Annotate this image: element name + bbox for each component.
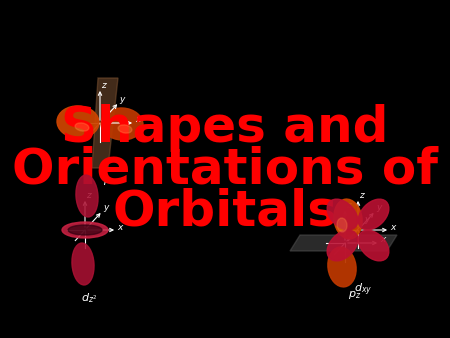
- Ellipse shape: [68, 225, 102, 235]
- Ellipse shape: [101, 108, 143, 140]
- Text: z: z: [359, 191, 364, 199]
- Ellipse shape: [57, 106, 99, 138]
- Ellipse shape: [75, 123, 89, 131]
- Text: Orientations of: Orientations of: [12, 146, 438, 194]
- Ellipse shape: [72, 243, 94, 285]
- Text: x: x: [380, 236, 386, 244]
- Text: $p_x$: $p_x$: [103, 175, 117, 187]
- Text: y: y: [120, 95, 125, 103]
- Ellipse shape: [76, 175, 98, 217]
- Text: $p_z$: $p_z$: [348, 289, 362, 301]
- Polygon shape: [92, 78, 118, 168]
- Ellipse shape: [327, 230, 358, 261]
- Text: y: y: [103, 203, 108, 212]
- Text: x: x: [390, 222, 396, 232]
- Ellipse shape: [358, 199, 389, 230]
- Text: x: x: [135, 116, 141, 124]
- Text: x: x: [117, 222, 123, 232]
- Text: Shapes and: Shapes and: [61, 104, 389, 152]
- Ellipse shape: [328, 247, 356, 287]
- Ellipse shape: [327, 199, 358, 230]
- Ellipse shape: [334, 199, 362, 239]
- Polygon shape: [290, 235, 397, 251]
- Text: z: z: [101, 80, 105, 90]
- Text: y: y: [364, 215, 370, 223]
- Text: $d_{xy}$: $d_{xy}$: [354, 282, 372, 298]
- Ellipse shape: [118, 125, 132, 133]
- Text: y: y: [376, 203, 381, 212]
- Text: z: z: [86, 191, 90, 199]
- Ellipse shape: [337, 218, 347, 232]
- Text: Orbitals: Orbitals: [112, 188, 338, 236]
- Ellipse shape: [358, 230, 389, 261]
- Text: z: z: [346, 200, 351, 210]
- Ellipse shape: [62, 222, 108, 238]
- Text: $d_{z^2}$: $d_{z^2}$: [81, 291, 97, 305]
